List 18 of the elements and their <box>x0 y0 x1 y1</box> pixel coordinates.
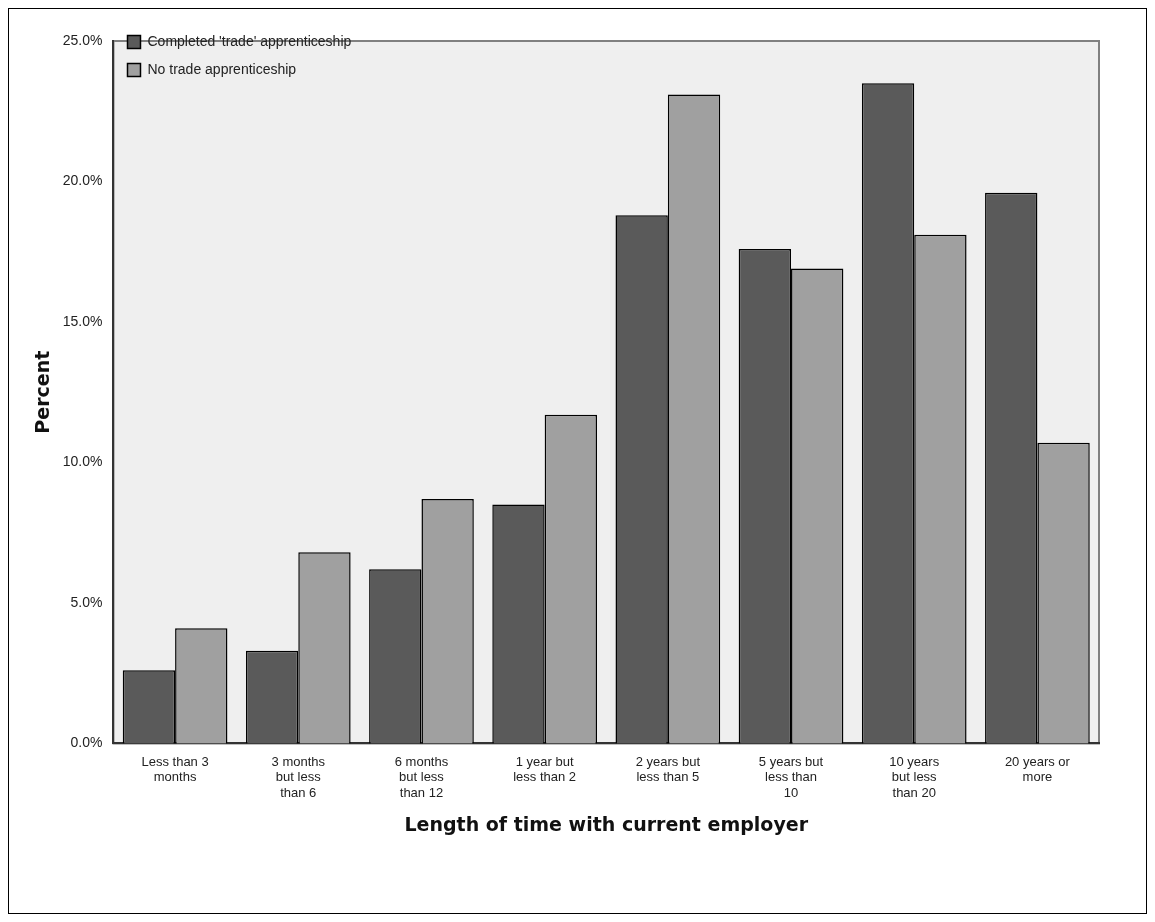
legend-label: No trade apprenticeship <box>147 60 297 77</box>
x-tick-label: 6 months but less than 12 <box>394 753 449 800</box>
x-tick-label: 5 years but less than 10 <box>758 753 824 800</box>
x-axis-title: Length of time with current employer <box>404 812 809 835</box>
y-tick-label: 20.0% <box>62 172 103 189</box>
y-tick-label: 15.0% <box>62 312 103 329</box>
x-tick-label: Less than 3 months <box>141 753 209 785</box>
x-tick-label: 2 years but less than 5 <box>635 753 701 785</box>
y-tick-label: 25.0% <box>62 31 103 48</box>
y-axis-title: Percent <box>31 350 54 434</box>
x-tick-label: 10 years but less than 20 <box>889 753 940 800</box>
x-tick-label: 1 year but less than 2 <box>513 753 577 785</box>
y-tick-label: 5.0% <box>70 593 103 610</box>
y-tick-label: 0.0% <box>70 734 103 751</box>
y-tick-label: 10.0% <box>62 453 103 470</box>
x-tick-label: 3 months but less than 6 <box>271 753 326 800</box>
legend-label: Completed 'trade' apprenticeship <box>147 32 352 49</box>
x-tick-label: 20 years or more <box>1004 753 1071 785</box>
